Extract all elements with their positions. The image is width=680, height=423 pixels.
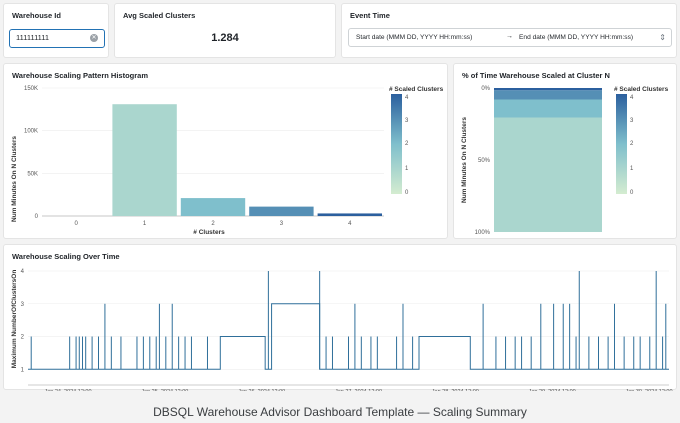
- percent-bar-segment: [494, 117, 602, 232]
- histogram-legend-tick: 4: [405, 95, 409, 101]
- histogram-card: Warehouse Scaling Pattern Histogram 0 50K…: [3, 63, 448, 239]
- percent-chart: 0% 50% 100% Num Minutes On N Clusters # Sc…: [461, 86, 669, 236]
- timeline-x-tick: Jan 25, 2024 12:00: [141, 389, 188, 391]
- timeline-title: Warehouse Scaling Over Time: [12, 252, 120, 261]
- warehouse-id-value: 111111111: [16, 33, 50, 42]
- histogram-y-axis-label: Num Minutes On N Clusters: [11, 136, 18, 222]
- percent-bar-segment: [494, 90, 602, 100]
- percent-legend-tick: 1: [630, 166, 634, 172]
- timeline-series-line: [28, 303, 669, 370]
- histogram-y-tick: 150K: [24, 86, 38, 92]
- timeline-x-tick: Jan 26, 2024 12:00: [238, 389, 285, 391]
- warehouse-id-input[interactable]: 111111111 ✕: [9, 29, 105, 48]
- percent-bar-segment: [494, 88, 602, 91]
- histogram-y-tick: 100K: [24, 129, 38, 135]
- warehouse-id-filter: Warehouse Id 111111111 ✕: [3, 3, 109, 58]
- histogram-chart: 0 50K 100K 150K 0 1 2 3 4 Num Minutes On N Clust…: [11, 86, 444, 236]
- histogram-x-tick: 0: [75, 221, 79, 227]
- timeline-y-tick: 1: [21, 367, 25, 373]
- timeline-chart: 1 2 3 4 Jan 24, 2024 12:00 Jan 25, 2024 12:00…: [11, 269, 673, 391]
- timeline-y-tick: 2: [21, 335, 25, 341]
- avg-scaled-clusters-value: 1.284: [211, 32, 239, 44]
- histogram-y-tick: 0: [35, 214, 39, 220]
- histogram-title: Warehouse Scaling Pattern Histogram: [12, 71, 149, 80]
- timeline-card: Warehouse Scaling Over Time 1 2 3 4 Jan 24, …: [3, 244, 677, 391]
- histogram-x-tick: 4: [348, 221, 352, 227]
- histogram-bar: [180, 198, 246, 216]
- timeline-x-tick: Jan 27, 2024 12:00: [335, 389, 382, 391]
- histogram-bar: [249, 206, 314, 216]
- histogram-legend-tick: 0: [405, 190, 409, 196]
- percent-y-tick: 100%: [475, 230, 491, 236]
- timeline-y-axis-label: Maximum NumberOfClustersOn: [11, 270, 18, 369]
- figure-caption: DBSQL Warehouse Advisor Dashboard Templa…: [153, 405, 527, 419]
- histogram-bar: [112, 104, 177, 216]
- percent-legend-tick: 4: [630, 95, 634, 101]
- histogram-x-axis-label: # Clusters: [193, 229, 225, 236]
- avg-scaled-clusters-title: Avg Scaled Clusters: [123, 11, 196, 20]
- percent-card: % of Time Warehouse Scaled at Cluster N …: [453, 63, 677, 239]
- avg-scaled-clusters-card: Avg Scaled Clusters 1.284: [114, 3, 336, 58]
- histogram-legend-title: # Scaled Clusters: [389, 86, 444, 93]
- percent-legend-gradient: [616, 94, 627, 194]
- histogram-legend-tick: 1: [405, 166, 409, 172]
- percent-legend-title: # Scaled Clusters: [614, 86, 669, 93]
- histogram-legend-gradient: [391, 94, 402, 194]
- histogram-x-tick: 1: [143, 221, 147, 227]
- percent-y-tick: 50%: [478, 158, 491, 164]
- timeline-x-tick: Jan 28, 2024 12:00: [432, 389, 479, 391]
- percent-y-axis-label: Num Minutes On N Clusters: [461, 117, 468, 203]
- timeline-x-tick: Jan 24, 2024 12:00: [44, 389, 91, 391]
- percent-title: % of Time Warehouse Scaled at Cluster N: [462, 71, 610, 80]
- arrow-right-icon: →: [506, 33, 513, 40]
- histogram-legend-tick: 3: [405, 118, 409, 124]
- clear-icon[interactable]: ✕: [90, 34, 98, 42]
- event-time-title: Event Time: [350, 11, 390, 20]
- histogram-y-tick: 50K: [27, 171, 38, 177]
- histogram-bar: [317, 213, 382, 216]
- timeline-y-tick: 4: [21, 269, 25, 275]
- end-date-input[interactable]: End date (MMM DD, YYYY HH:mm:ss): [519, 34, 634, 41]
- histogram-legend-tick: 2: [405, 141, 409, 147]
- percent-y-tick: 0%: [481, 86, 490, 92]
- sort-toggle-icon[interactable]: ⇕: [659, 33, 666, 42]
- timeline-x-tick: Jan 29, 2024 12:00: [529, 389, 576, 391]
- histogram-x-tick: 2: [211, 221, 215, 227]
- timeline-x-tick: Jan 30, 2024 12:00: [625, 389, 672, 391]
- percent-legend-tick: 3: [630, 118, 634, 124]
- percent-bar-segment: [494, 99, 602, 118]
- timeline-y-tick: 3: [21, 302, 25, 308]
- start-date-input[interactable]: Start date (MMM DD, YYYY HH:mm:ss): [356, 34, 473, 41]
- percent-legend-tick: 0: [630, 190, 634, 196]
- histogram-x-tick: 3: [280, 221, 284, 227]
- event-time-filter: Event Time Start date (MMM DD, YYYY HH:m…: [341, 3, 677, 58]
- date-range-picker[interactable]: Start date (MMM DD, YYYY HH:mm:ss) → End…: [348, 28, 672, 47]
- warehouse-id-title: Warehouse Id: [12, 11, 61, 20]
- percent-legend-tick: 2: [630, 141, 634, 147]
